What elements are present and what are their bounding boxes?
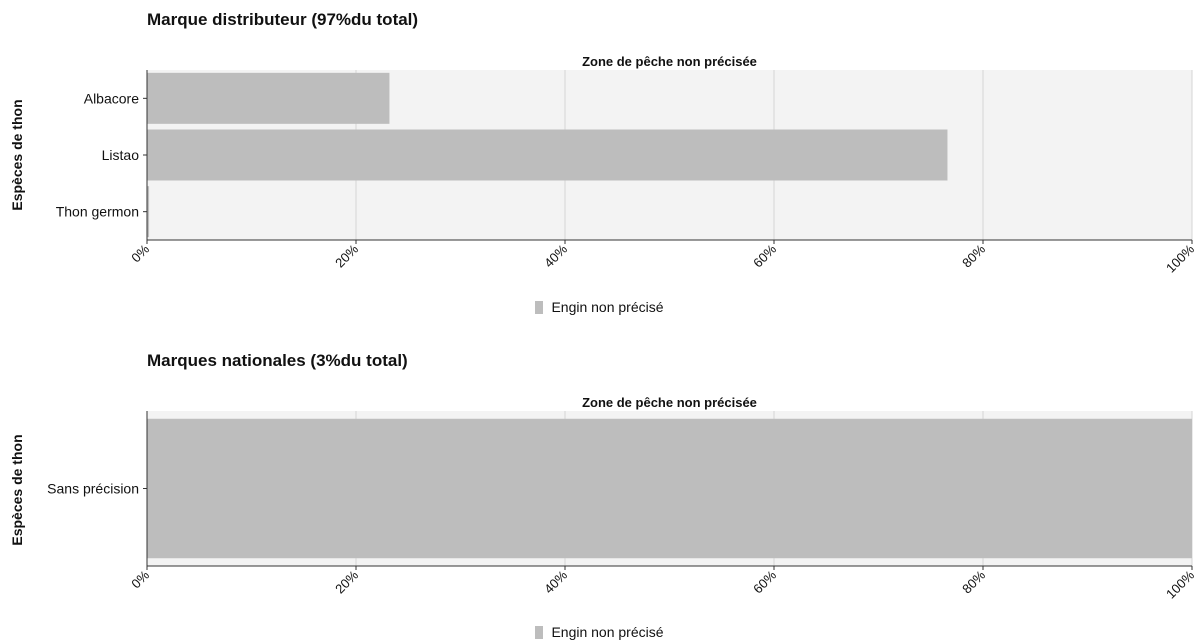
legend-label: Engin non précisé xyxy=(551,299,664,315)
bar xyxy=(147,129,948,181)
panel-title: Zone de pêche non précisée xyxy=(582,54,757,69)
legend-swatch xyxy=(535,301,544,314)
chart-marques-nationales: Marques nationales (3%du total) Zone de … xyxy=(0,340,1199,640)
bar xyxy=(147,186,150,238)
chart-plot: Zone de pêche non précisée Sans précision… xyxy=(9,395,1197,602)
x-tick-label: 20% xyxy=(332,241,361,270)
y-axis-label: Espèces de thon xyxy=(9,434,25,545)
x-tick-label: 0% xyxy=(128,241,152,265)
chart-title: Marque distributeur (97%du total) xyxy=(147,10,419,29)
x-tick-label: 20% xyxy=(332,567,361,596)
x-tick-label: 0% xyxy=(128,567,152,591)
bar xyxy=(147,72,390,124)
x-tick-label: 40% xyxy=(541,241,570,270)
chart-plot: Zone de pêche non précisée Albacore Listao… xyxy=(9,54,1197,276)
y-axis-label: Espèces de thon xyxy=(9,99,25,210)
y-tick-label: Thon germon xyxy=(56,204,139,220)
chart-marque-distributeur: Marque distributeur (97%du total) Zone d… xyxy=(0,10,1199,315)
y-tick-label: Albacore xyxy=(84,90,139,106)
y-tick-label: Listao xyxy=(102,147,140,163)
x-tick-label: 80% xyxy=(959,567,988,596)
chart-title: Marques nationales (3%du total) xyxy=(147,351,408,370)
legend-label: Engin non précisé xyxy=(551,624,664,640)
x-tick-label: 40% xyxy=(541,567,570,596)
panel-title: Zone de pêche non précisée xyxy=(582,395,757,410)
x-tick-label: 60% xyxy=(750,241,779,270)
y-tick-label: Sans précision xyxy=(47,481,139,497)
x-tick-label: 100% xyxy=(1163,567,1197,601)
chart-legend: Engin non précisé xyxy=(0,299,1199,315)
chart-legend: Engin non précisé xyxy=(0,624,1199,640)
x-tick-label: 100% xyxy=(1163,241,1197,275)
legend-swatch xyxy=(535,626,544,639)
x-tick-label: 60% xyxy=(750,567,779,596)
x-tick-label: 80% xyxy=(959,241,988,270)
bar xyxy=(147,418,1192,559)
